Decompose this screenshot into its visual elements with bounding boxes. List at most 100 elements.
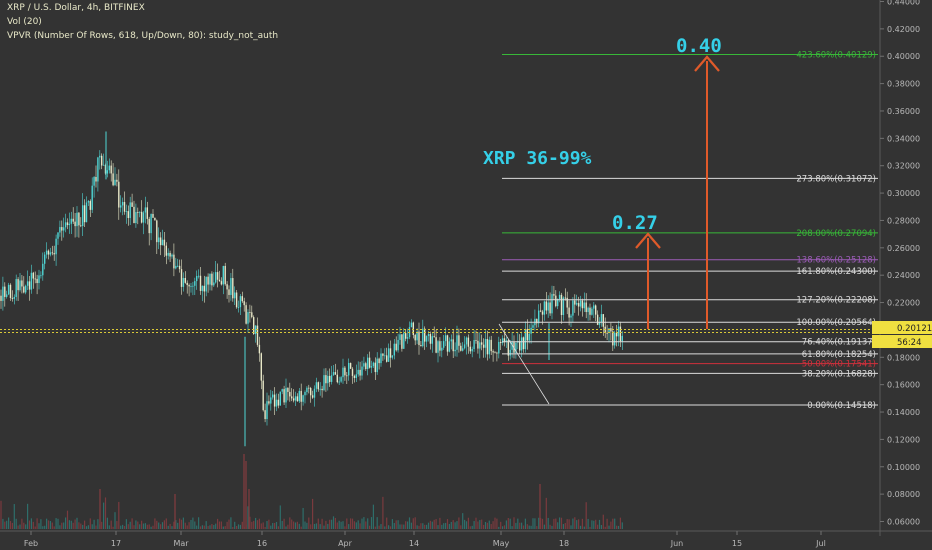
volume-bar — [414, 517, 416, 529]
candle-body — [7, 284, 10, 295]
candle-body — [106, 170, 109, 174]
volume-bar — [551, 525, 553, 529]
volume-bar — [315, 523, 317, 529]
price-tick-label: 0.10000 — [887, 463, 920, 472]
volume-bar — [376, 517, 378, 529]
candle-body — [23, 286, 25, 293]
fib-level-label: 50.00%(0.17541) — [802, 360, 876, 370]
volume-bar — [437, 525, 439, 529]
candle-body — [68, 223, 71, 226]
volume-bar — [517, 518, 519, 529]
candle-body — [615, 332, 618, 337]
volume-bar — [84, 520, 86, 529]
candle-body — [19, 280, 21, 291]
volume-bar — [72, 522, 74, 529]
fibonacci-extension[interactable] — [502, 53, 878, 406]
time-axis[interactable]: Feb 17 Mar 16 Apr 14 May 18 Jun 15 Jul — [24, 531, 826, 548]
volume-bar — [175, 520, 177, 529]
candle-body — [612, 331, 614, 346]
volume-bar — [150, 526, 152, 529]
candle-body — [462, 348, 464, 351]
volume-bar — [536, 526, 538, 529]
candle-body — [110, 165, 112, 174]
candle-body — [570, 315, 572, 318]
volume-bar — [85, 526, 88, 529]
candle-body — [279, 391, 281, 406]
volume-bar — [522, 525, 525, 529]
volume-bar — [319, 524, 321, 529]
volume-bar — [173, 521, 175, 529]
volume-bar — [199, 526, 202, 529]
candle-body — [42, 263, 44, 276]
candle-body — [477, 340, 479, 349]
candle-body — [482, 344, 485, 348]
candle-body — [283, 389, 285, 403]
volume-bar — [194, 521, 196, 529]
candle-body — [353, 375, 356, 378]
candle-body — [146, 207, 148, 219]
candle-body — [224, 265, 226, 285]
candle-body — [36, 278, 38, 284]
volume-bar — [125, 519, 127, 529]
candle-body — [427, 334, 430, 337]
volume-bar — [169, 523, 171, 529]
target-arrow-high[interactable] — [694, 55, 720, 329]
volume-bar — [572, 518, 574, 529]
volume-bar — [555, 518, 557, 529]
volume-bar — [196, 525, 198, 529]
target-arrow-low[interactable] — [635, 232, 661, 329]
candle-body — [13, 296, 15, 299]
volume-bar — [479, 520, 481, 529]
candle-body — [247, 312, 249, 324]
volume-bar — [579, 525, 582, 529]
candle-body — [171, 254, 173, 257]
volume-bar — [562, 524, 564, 529]
volume-bar — [503, 525, 506, 529]
volume-bar — [30, 518, 32, 529]
candle-body — [600, 314, 603, 323]
candle-body — [450, 339, 452, 342]
volume-bar — [38, 523, 40, 529]
candle-body — [190, 286, 192, 287]
volume-bar — [399, 524, 401, 529]
candle-body — [505, 340, 508, 342]
volume-bar — [21, 518, 23, 529]
candle-body — [349, 362, 352, 369]
candle-body — [93, 176, 95, 186]
volume-bar — [63, 522, 65, 529]
candle-body — [49, 252, 52, 255]
volume-bar — [258, 518, 260, 529]
candle-body — [108, 165, 110, 171]
volume-bar — [213, 524, 215, 529]
volume-bar — [446, 519, 449, 529]
time-tick-label: 18 — [559, 539, 569, 548]
volume-bar — [243, 454, 245, 529]
volume-bar — [340, 521, 342, 529]
candle-body — [443, 341, 445, 348]
volume-bar — [251, 521, 253, 529]
volume-bar — [422, 523, 424, 529]
candle-body — [391, 355, 394, 358]
volume-bar — [359, 523, 361, 529]
volume-bar — [78, 522, 80, 529]
volume-bar — [220, 521, 222, 529]
candle-body — [87, 201, 90, 203]
volume-bar — [427, 522, 430, 529]
candle-body — [291, 396, 293, 399]
candle-body — [11, 297, 14, 299]
candle-body — [186, 282, 188, 286]
candle-body — [431, 336, 433, 344]
candle-body — [591, 308, 593, 315]
price-tick-label: 0.36000 — [887, 107, 920, 116]
volume-bar — [226, 521, 228, 529]
candle-body — [97, 157, 99, 182]
candle-body — [161, 239, 164, 246]
volume-bar — [248, 489, 250, 529]
volume-bar — [192, 517, 194, 529]
fib-level-label: 61.80%(0.18254) — [802, 350, 876, 360]
volume-bar — [217, 518, 219, 529]
candle-body — [135, 212, 137, 224]
price-tick-label: 0.42000 — [887, 25, 920, 34]
volume-bar — [68, 520, 70, 529]
